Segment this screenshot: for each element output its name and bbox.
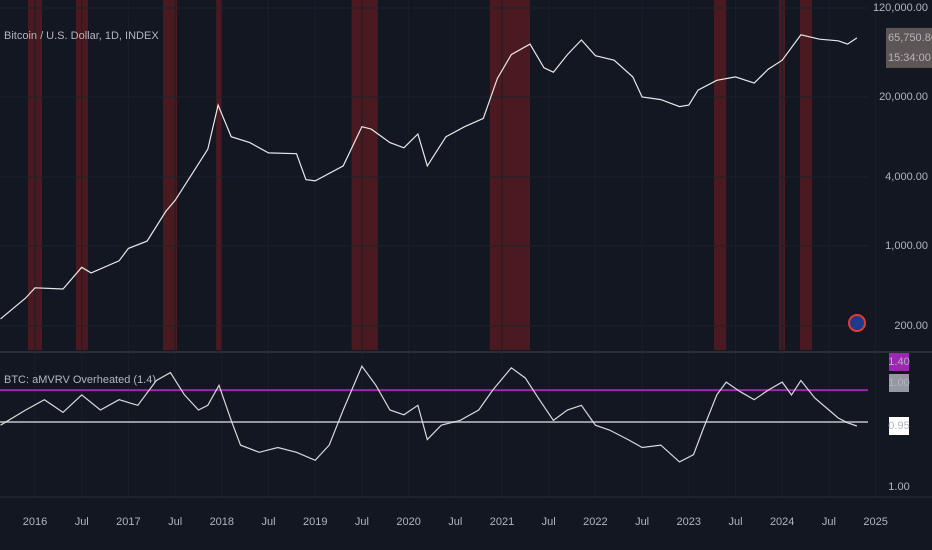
chart-title: Bitcoin / U.S. Dollar, 1D, INDEX (4, 30, 159, 42)
indicator-title: BTC: aMVRV Overheated (1.4) (4, 374, 156, 386)
highlight-band (489, 0, 531, 350)
bands (28, 0, 813, 350)
highlight-band (162, 0, 177, 350)
last-price-label: 65,750.86 (888, 32, 932, 44)
scale-label: 1.00 (888, 481, 909, 493)
x-tick-label: 2016 (23, 516, 47, 528)
x-tick-label: 2024 (770, 516, 794, 528)
highlight-band (714, 0, 727, 350)
x-tick-label: Jul (261, 516, 275, 528)
x-tick-label: Jul (635, 516, 649, 528)
x-tick-label: Jul (542, 516, 556, 528)
data-line (0, 34, 858, 320)
x-tick-label: 2021 (490, 516, 514, 528)
threshold-label: 1.00 (888, 377, 909, 389)
highlight-band (351, 0, 378, 350)
x-tick-label: Jul (728, 516, 742, 528)
y-tick-label: 120,000.00 (873, 2, 928, 14)
x-tick-label: Jul (75, 516, 89, 528)
y-tick-label: 4,000.00 (885, 171, 928, 183)
x-tick-label: 2022 (583, 516, 607, 528)
x-tick-label: Jul (168, 516, 182, 528)
x-tick-label: 2017 (116, 516, 140, 528)
y-tick-label: 20,000.00 (879, 91, 928, 103)
countdown-label: 15:34:00 (888, 52, 931, 64)
highlight-band (799, 0, 813, 350)
x-tick-label: 2019 (303, 516, 327, 528)
data-line (0, 364, 858, 463)
x-tick-label: 2020 (396, 516, 420, 528)
threshold-label-box (889, 374, 909, 392)
threshold-label-box (889, 353, 909, 371)
highlight-band (216, 0, 222, 350)
x-tick-label: Jul (822, 516, 836, 528)
y-tick-label: 1,000.00 (885, 240, 928, 252)
x-tick-label: 2018 (210, 516, 234, 528)
last-value-box (889, 417, 909, 435)
x-tick-label: Jul (448, 516, 462, 528)
x-tick-label: 2025 (863, 516, 887, 528)
x-tick-label: Jul (355, 516, 369, 528)
y-tick-label: 200.00 (894, 320, 928, 332)
last-price-box (886, 27, 932, 68)
x-tick-label: 2023 (677, 516, 701, 528)
threshold-label: 1.40 (888, 356, 909, 368)
last-value-label: 0.95 (888, 420, 909, 432)
flag-icon (848, 314, 866, 332)
